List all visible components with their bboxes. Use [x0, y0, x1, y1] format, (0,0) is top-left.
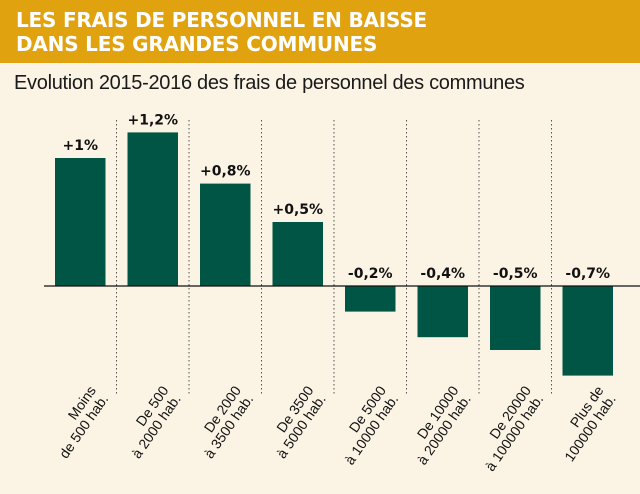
data-label-2: +0,8%: [200, 164, 251, 180]
data-labels-group: +1% +1,2% +0,8% +0,5% -0,2% -0,4% -0,5% -0,7%: [63, 112, 611, 282]
data-label-3: +0,5%: [272, 202, 323, 218]
headline-line-1: LES FRAIS DE PERSONNEL EN BAISSE: [16, 8, 428, 32]
bars-group: [55, 132, 613, 376]
category-label-1: De 500à 2000 hab.: [116, 383, 184, 462]
category-labels-group: Moinsde 500 hab. De 500à 2000 hab. De 2000…: [43, 383, 619, 474]
category-label-6: De 20000à 100000 hab.: [470, 383, 547, 474]
bar-5: [417, 286, 468, 338]
bar-4: [345, 286, 396, 312]
chart-headline: LES FRAIS DE PERSONNEL EN BAISSE DANS LE…: [16, 8, 427, 56]
bar-6: [490, 286, 541, 350]
category-label-7: Plus de100000 hab.: [549, 383, 619, 465]
category-label-0: Moinsde 500 hab.: [43, 383, 111, 461]
data-label-7: -0,7%: [565, 266, 610, 282]
bar-2: [200, 183, 251, 286]
category-label-3: De 3500à 5000 hab.: [261, 383, 329, 462]
headline-line-2: DANS LES GRANDES COMMUNES: [16, 32, 378, 56]
data-label-5: -0,4%: [420, 266, 465, 282]
category-label-5: De 10000à 20000 hab.: [402, 383, 474, 468]
category-label-2: De 2000à 3500 hab.: [188, 383, 256, 462]
data-label-4: -0,2%: [348, 266, 393, 282]
title-banner: LES FRAIS DE PERSONNEL EN BAISSE DANS LE…: [0, 0, 640, 63]
bar-1: [127, 132, 178, 286]
data-label-0: +1%: [63, 138, 99, 154]
category-label-4: De 5000à 10000 hab.: [329, 383, 401, 468]
bar-3: [272, 222, 323, 286]
chart-subtitle: Evolution 2015-2016 des frais de personn…: [14, 72, 525, 94]
data-label-1: +1,2%: [127, 112, 178, 128]
data-label-6: -0,5%: [493, 266, 538, 282]
bar-7: [562, 286, 613, 376]
bar-0: [55, 158, 106, 286]
category-separators: [116, 120, 552, 394]
